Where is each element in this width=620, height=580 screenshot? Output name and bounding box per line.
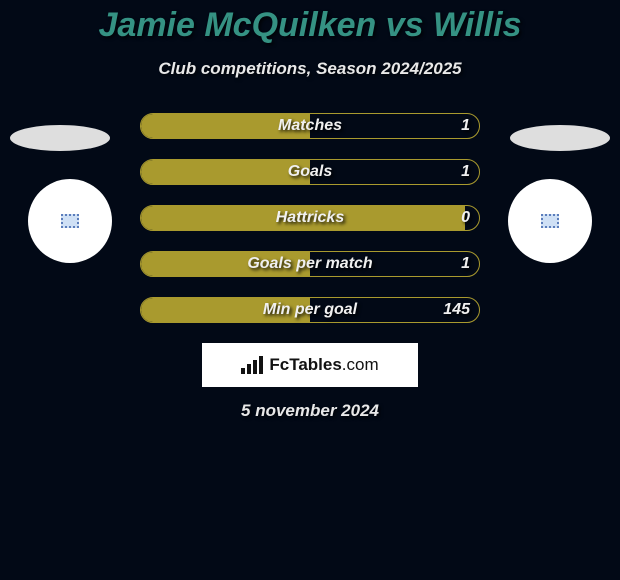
stat-row: Goals 1 xyxy=(0,159,620,187)
stat-row: Matches 1 xyxy=(0,113,620,141)
date-label: 5 november 2024 xyxy=(0,401,620,421)
fctables-logo[interactable]: FcTables.com xyxy=(202,343,418,387)
stat-bar-fill xyxy=(141,206,465,230)
comparison-chart: Matches 1 Goals 1 Hattricks 0 Goals per … xyxy=(0,113,620,325)
stat-row: Hattricks 0 xyxy=(0,205,620,233)
stat-bar xyxy=(140,251,480,277)
stat-bar-fill xyxy=(141,160,310,184)
stat-bar xyxy=(140,113,480,139)
logo-name: FcTables xyxy=(269,355,341,374)
stat-bar xyxy=(140,205,480,231)
stat-bar xyxy=(140,297,480,323)
stat-row: Min per goal 145 xyxy=(0,297,620,325)
page-subtitle: Club competitions, Season 2024/2025 xyxy=(0,59,620,79)
logo-text: FcTables.com xyxy=(269,355,378,375)
stat-bar-fill xyxy=(141,298,310,322)
bars-icon xyxy=(241,356,263,374)
stat-bar-fill xyxy=(141,252,310,276)
stat-bar xyxy=(140,159,480,185)
page-title: Jamie McQuilken vs Willis xyxy=(0,0,620,45)
stat-bar-fill xyxy=(141,114,310,138)
stat-row: Goals per match 1 xyxy=(0,251,620,279)
logo-domain: .com xyxy=(342,355,379,374)
